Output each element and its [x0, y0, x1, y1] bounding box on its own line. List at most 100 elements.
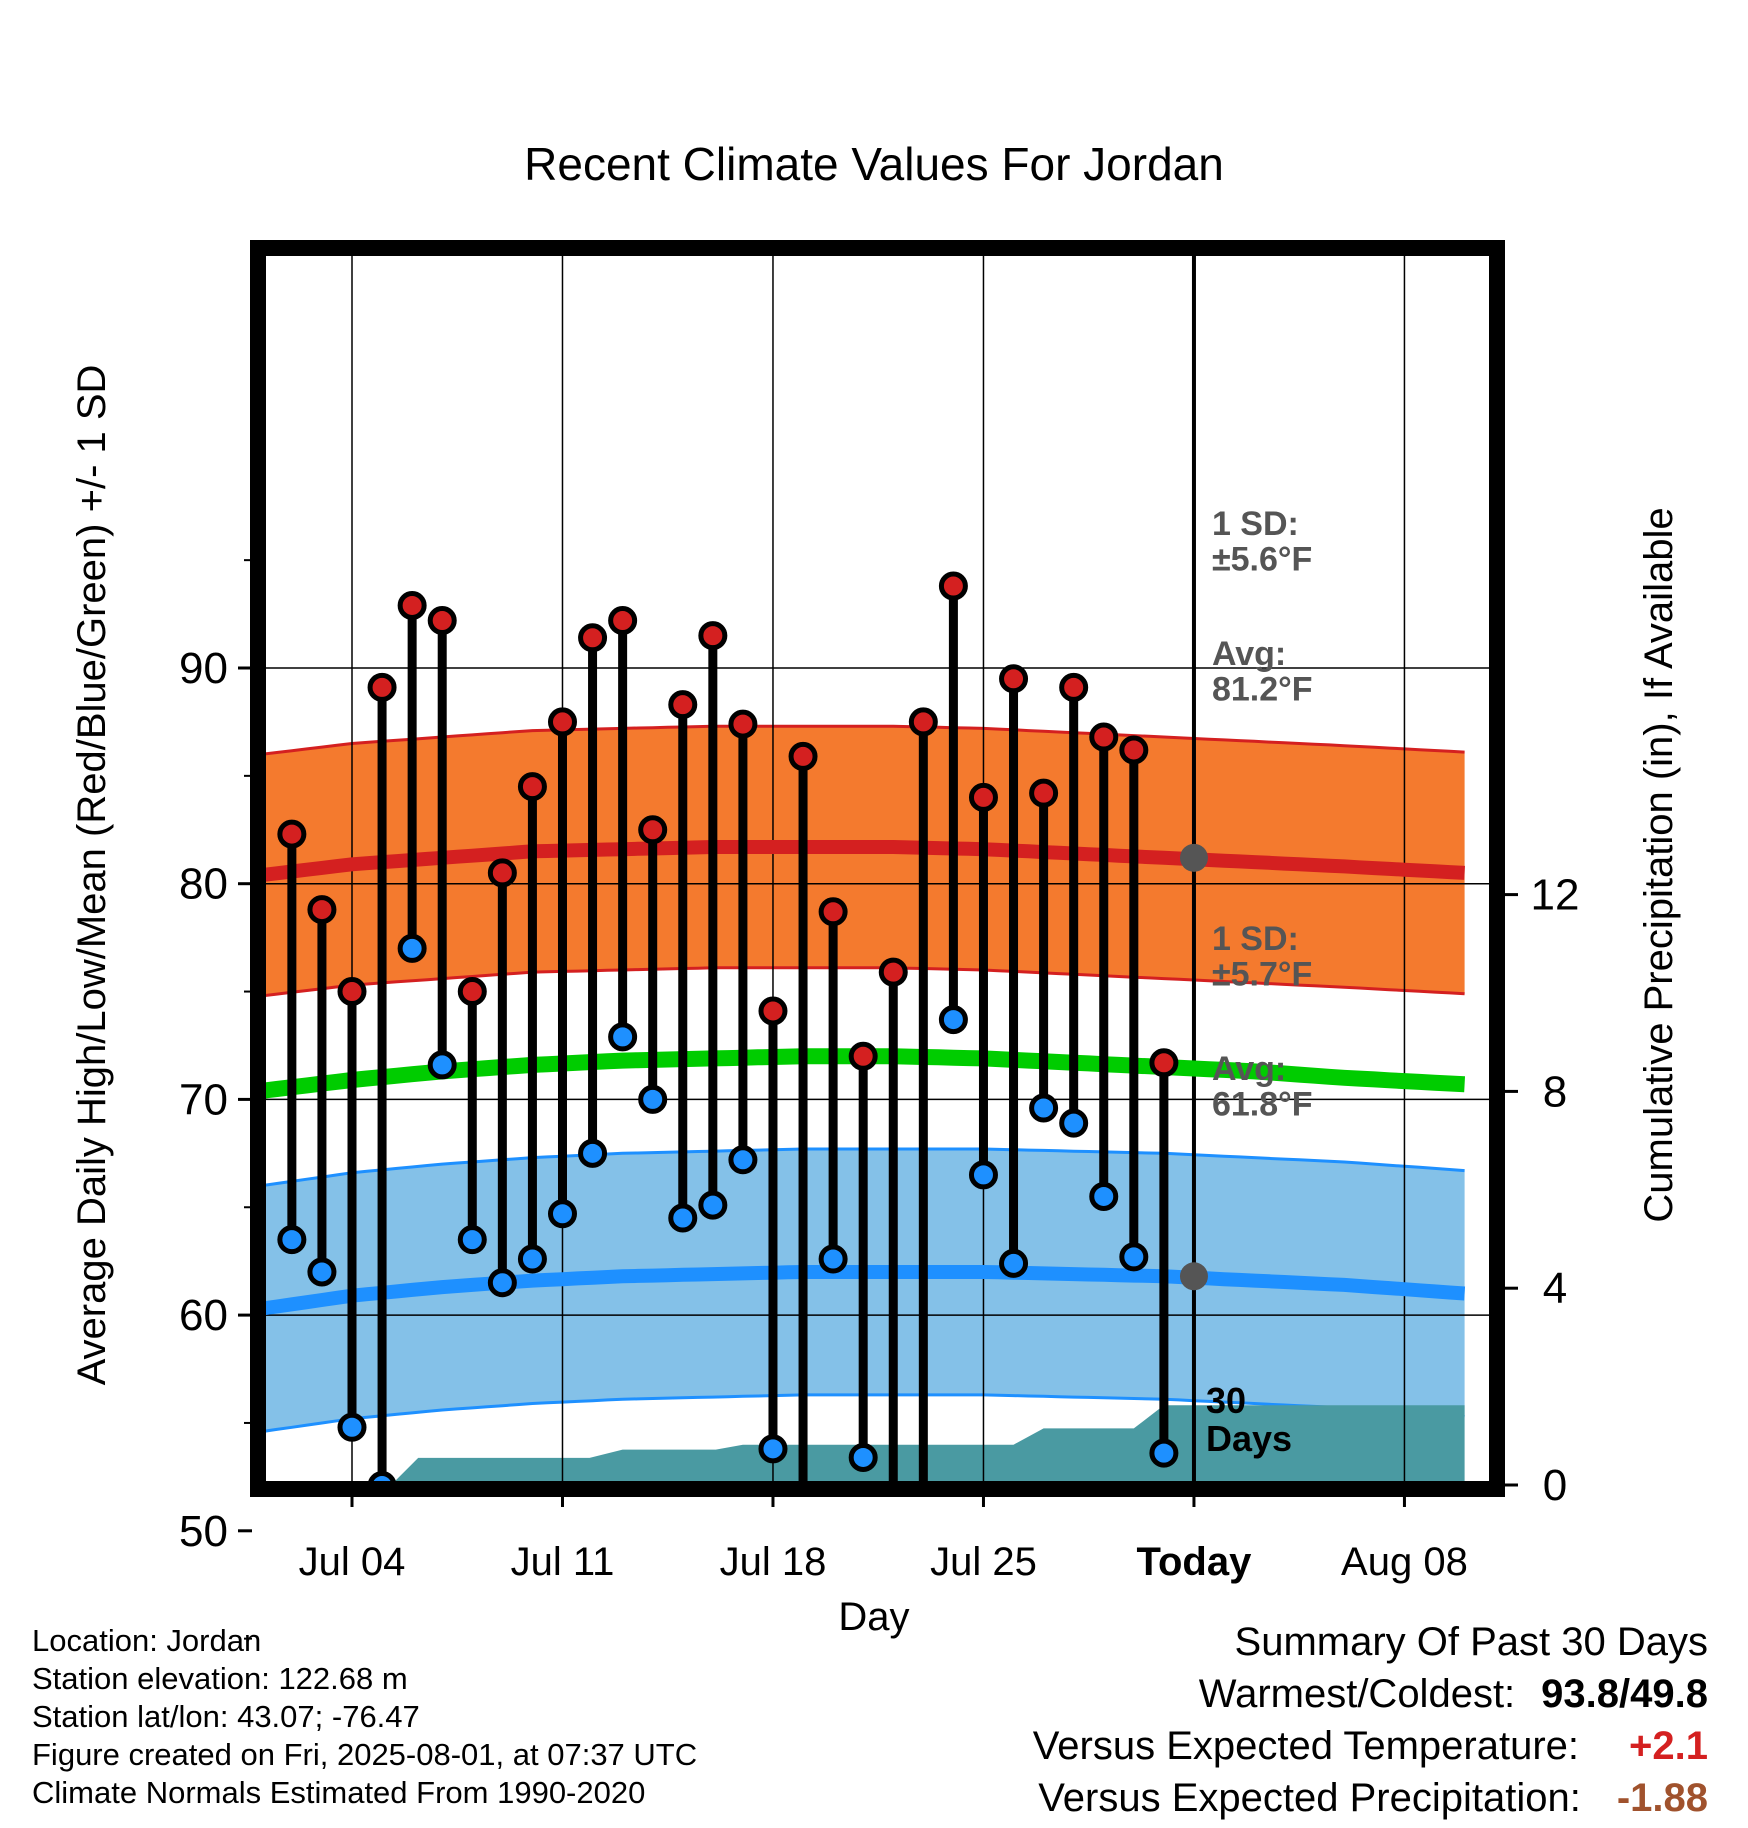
- x-tick-label: Today: [1137, 1540, 1253, 1584]
- days-annotation-line: 30: [1206, 1380, 1246, 1421]
- daily-high-point: [938, 571, 968, 601]
- x-axis-label: Day: [838, 1595, 909, 1639]
- daily-high-point: [878, 957, 908, 987]
- daily-low-point: [668, 1203, 698, 1233]
- summary-warmest-label: Warmest/Coldest:: [1198, 1672, 1516, 1716]
- daily-low-point: [698, 1190, 728, 1220]
- daily-low-point: [938, 1005, 968, 1035]
- high-sd-annotation: 1 SD: ±5.6°F: [1212, 505, 1312, 579]
- daily-high-point: [1119, 735, 1149, 765]
- daily-high-point: [608, 606, 638, 636]
- daily-low-point: [1059, 1108, 1089, 1138]
- daily-low-point: [791, 1495, 815, 1519]
- x-tick-label: Jul 25: [930, 1540, 1037, 1584]
- y-tick-label: 60: [179, 1291, 228, 1340]
- daily-high-point: [758, 996, 788, 1026]
- daily-high-point: [698, 621, 728, 651]
- daily-high-point: [427, 606, 457, 636]
- days-annotation: 30 Days: [1206, 1380, 1292, 1459]
- low-sd-annotation-line: 1 SD:: [1212, 920, 1299, 958]
- station-info: Location: Jordan Station elevation: 122.…: [32, 1622, 697, 1812]
- summary-warmest-row: Warmest/Coldest: 93.8/49.8: [1199, 1672, 1708, 1717]
- daily-low-point: [547, 1199, 577, 1229]
- summary-precip-value: -1.88: [1616, 1776, 1708, 1820]
- daily-high-point: [788, 741, 818, 771]
- daily-high-point: [999, 664, 1029, 694]
- high-avg-annotation: Avg: 81.2°F: [1212, 635, 1313, 709]
- daily-low-point: [1149, 1438, 1179, 1468]
- y2-tick-label: 0: [1543, 1461, 1567, 1510]
- info-created: Figure created on Fri, 2025-08-01, at 07…: [32, 1737, 698, 1772]
- daily-high-point: [728, 709, 758, 739]
- daily-low-point: [517, 1244, 547, 1274]
- daily-high-point: [547, 707, 577, 737]
- summary-precip-label: Versus Expected Precipitation:: [1038, 1776, 1581, 1820]
- high-sd-upper-line: [262, 724, 1465, 756]
- daily-low-point: [457, 1225, 487, 1255]
- low-sd-annotation-line: ±5.7°F: [1212, 956, 1312, 994]
- daily-low-point: [848, 1442, 878, 1472]
- summary-temp-value: +2.1: [1629, 1724, 1708, 1768]
- daily-low-point: [728, 1145, 758, 1175]
- daily-high-point: [367, 672, 397, 702]
- daily-low-point: [911, 1506, 935, 1530]
- daily-high-point: [668, 690, 698, 720]
- info-location: Location: Jordan: [32, 1623, 262, 1658]
- daily-high-point: [968, 782, 998, 812]
- today-high-avg-marker: [1179, 843, 1208, 872]
- daily-high-point: [397, 590, 427, 620]
- daily-low-point: [277, 1225, 307, 1255]
- daily-high-point: [1089, 722, 1119, 752]
- info-elevation: Station elevation: 122.68 m: [32, 1661, 408, 1696]
- days-annotation-line: Days: [1206, 1418, 1292, 1459]
- daily-high-point: [1059, 672, 1089, 702]
- summary-temp-row: Versus Expected Temperature: +2.1: [1033, 1724, 1708, 1769]
- high-sd-annotation-line: ±5.6°F: [1212, 541, 1312, 579]
- low-avg-annotation-line: Avg:: [1212, 1050, 1286, 1088]
- daily-high-point: [818, 897, 848, 927]
- daily-high-point: [638, 815, 668, 845]
- y-tick-label: 80: [179, 860, 228, 909]
- daily-low-point: [397, 933, 427, 963]
- daily-high-point: [578, 623, 608, 653]
- y2-axis-label: Cumulative Precipitation (in), If Availa…: [1637, 507, 1681, 1222]
- x-tick-label: Aug 08: [1341, 1540, 1468, 1584]
- daily-low-point: [578, 1138, 608, 1168]
- daily-low-point: [487, 1268, 517, 1298]
- daily-high-point: [487, 858, 517, 888]
- daily-low-point: [999, 1248, 1029, 1278]
- plot-frame: [250, 240, 1505, 1497]
- summary-temp-label: Versus Expected Temperature:: [1032, 1724, 1580, 1768]
- daily-high-point: [277, 819, 307, 849]
- daily-high-point: [457, 977, 487, 1007]
- chart-title: Recent Climate Values For Jordan: [524, 138, 1224, 190]
- daily-low-point: [1029, 1093, 1059, 1123]
- daily-low-point: [818, 1244, 848, 1274]
- today-low-avg-marker: [1179, 1262, 1208, 1291]
- x-tick-label: Jul 18: [720, 1540, 827, 1584]
- daily-high-point: [337, 977, 367, 1007]
- summary-heading: Summary Of Past 30 Days: [1234, 1620, 1708, 1664]
- daily-low-point: [427, 1050, 457, 1080]
- high-sd-annotation-line: 1 SD:: [1212, 505, 1299, 543]
- y-tick-label: 90: [179, 644, 228, 693]
- daily-high-point: [908, 707, 938, 737]
- daily-low-point: [307, 1257, 337, 1287]
- low-avg-annotation-line: 61.8°F: [1212, 1086, 1313, 1124]
- low-sd-annotation: 1 SD: ±5.7°F: [1212, 920, 1312, 994]
- daily-low-point: [638, 1084, 668, 1114]
- daily-low-point: [758, 1434, 788, 1464]
- daily-high-point: [517, 772, 547, 802]
- y-tick-label: 50: [179, 1507, 228, 1556]
- x-tick-label: Jul 11: [511, 1540, 615, 1584]
- daily-low-point: [881, 1523, 905, 1547]
- daily-low-point: [968, 1160, 998, 1190]
- y-axis-label: Average Daily High/Low/Mean (Red/Blue/Gr…: [70, 365, 114, 1386]
- info-latlon: Station lat/lon: 43.07; -76.47: [32, 1699, 420, 1734]
- daily-low-point: [1119, 1242, 1149, 1272]
- daily-high-point: [1149, 1048, 1179, 1078]
- daily-high-point: [1029, 778, 1059, 808]
- high-avg-annotation-line: 81.2°F: [1212, 671, 1313, 709]
